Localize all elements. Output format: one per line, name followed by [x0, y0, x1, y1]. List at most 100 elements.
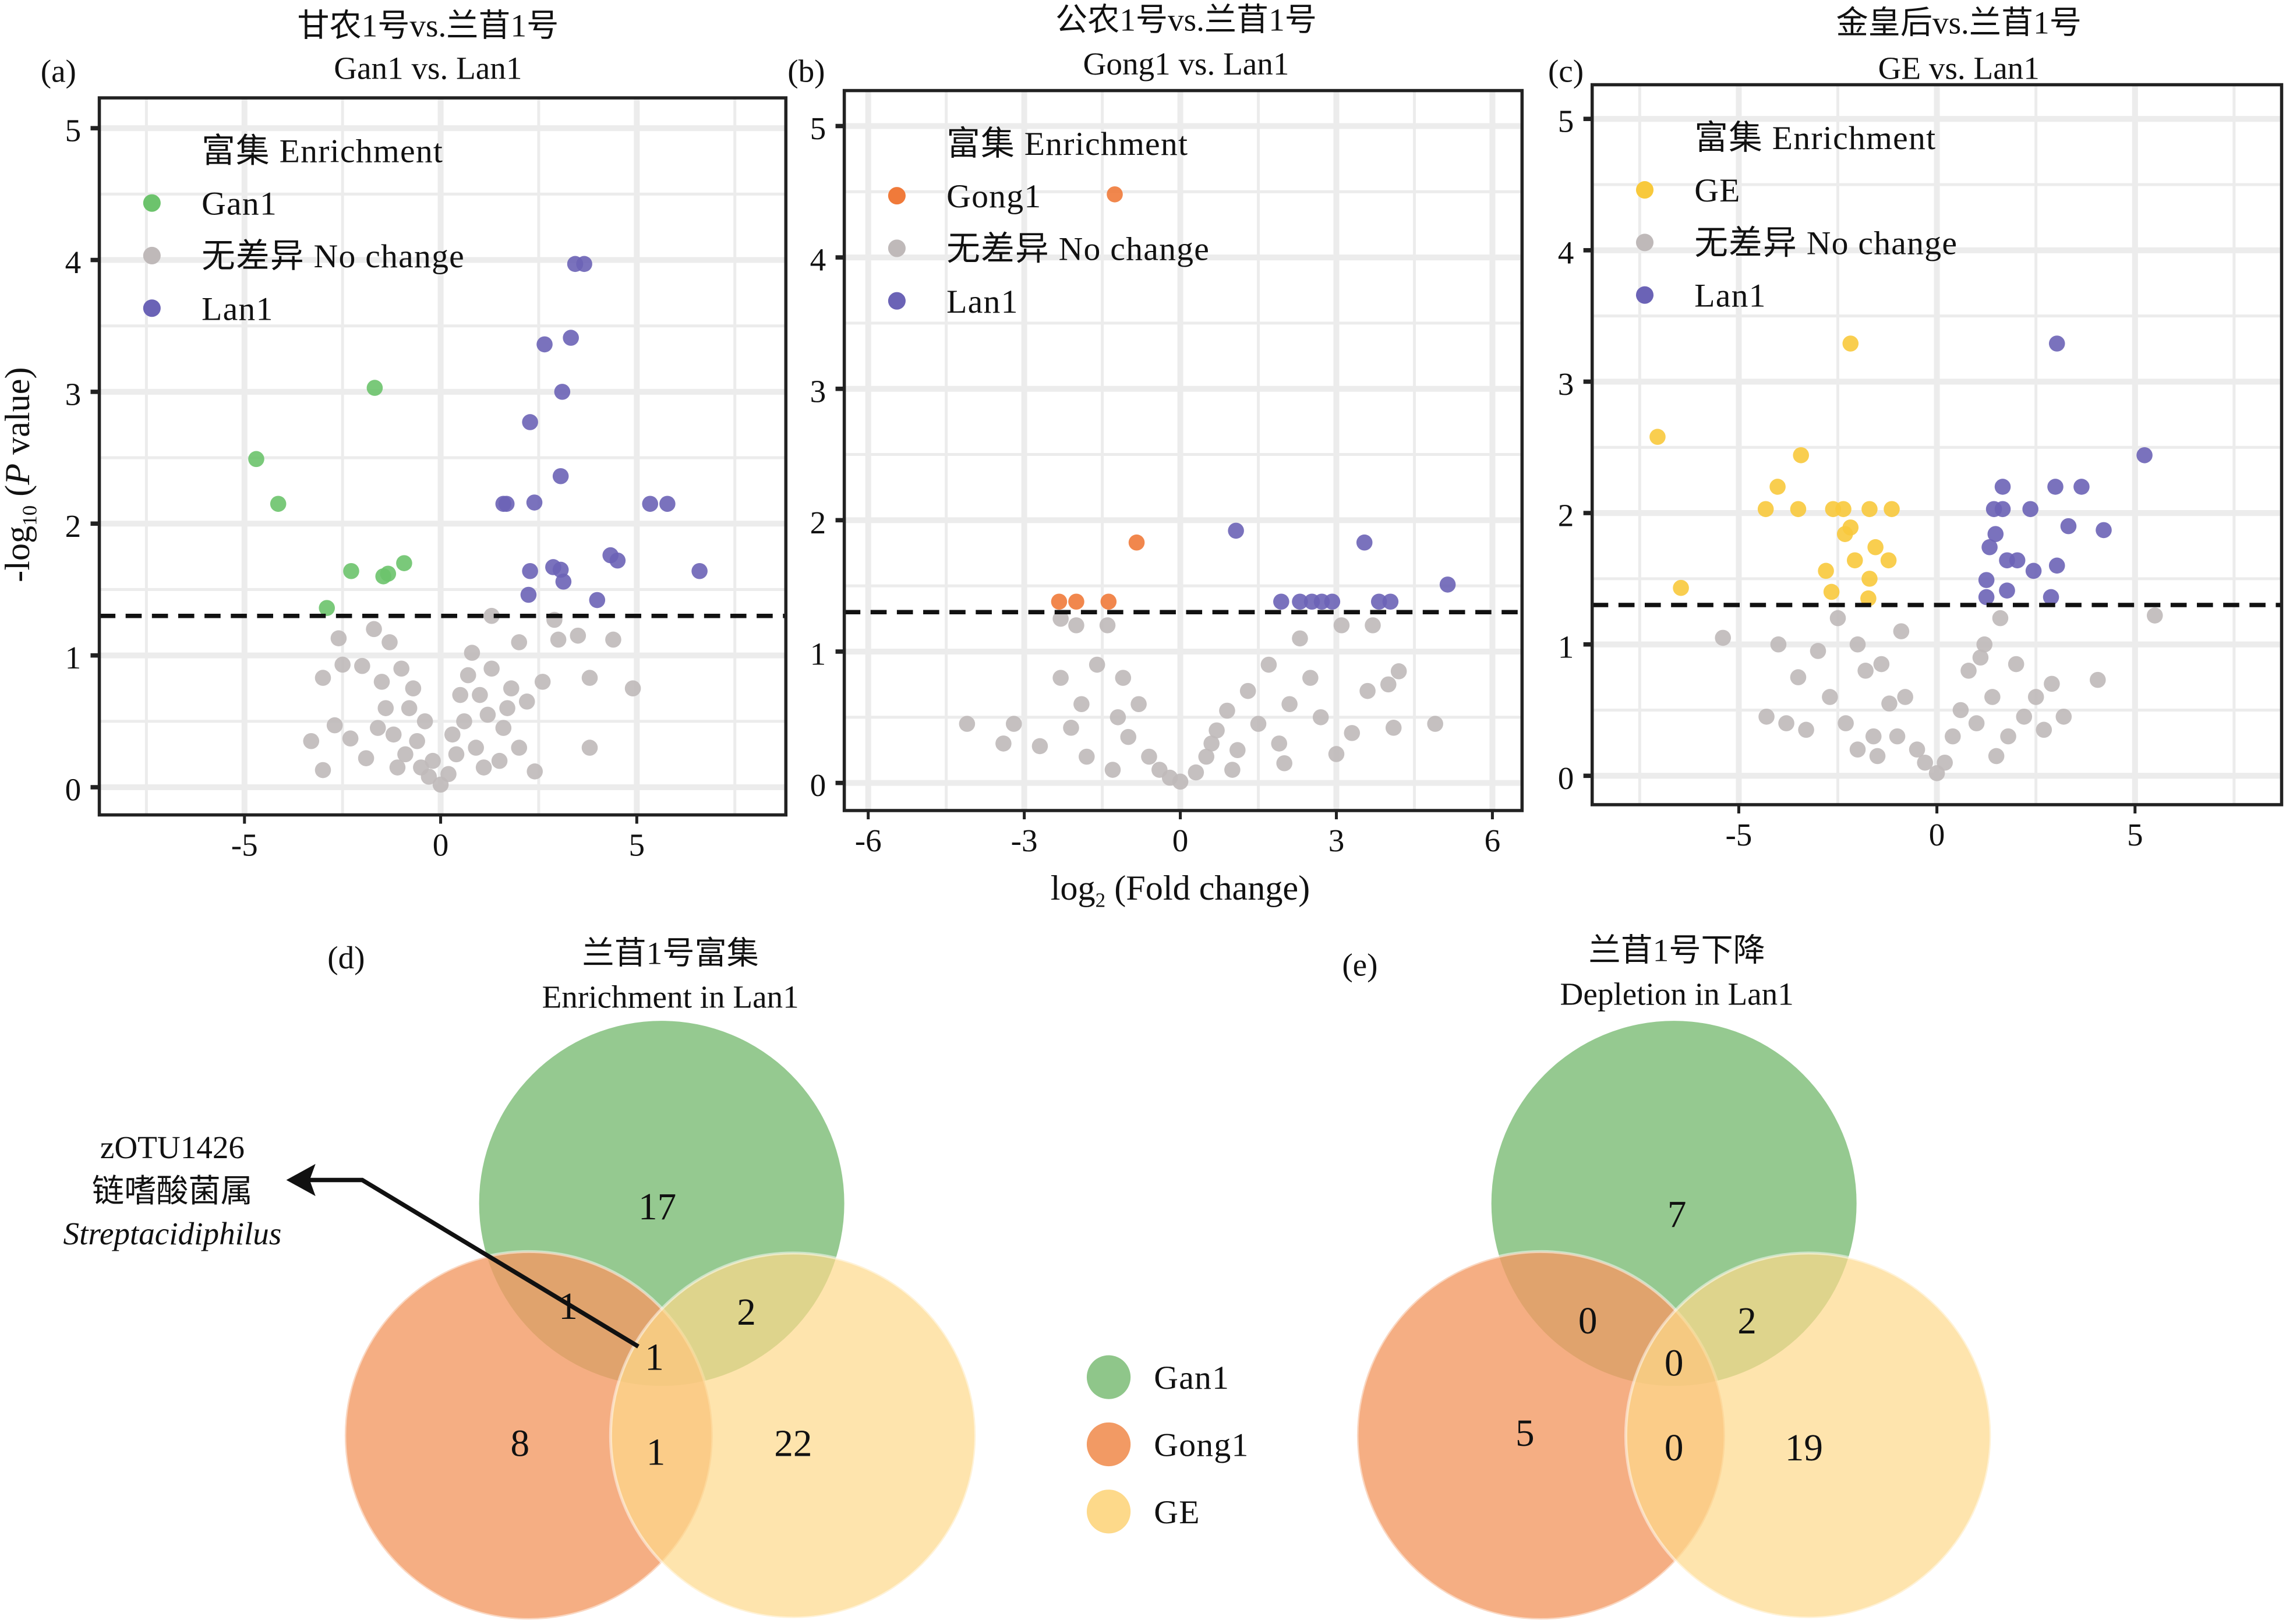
data-point [366, 621, 382, 638]
data-point [550, 631, 567, 648]
data-point [1052, 610, 1069, 627]
data-point [369, 720, 386, 736]
data-point [1099, 617, 1116, 634]
data-point [330, 630, 347, 646]
volcano-plots: -5 0 5 0 1 2 3 4 5 甘农1号vs.兰苜1号 Gan1 vs. Lan1 (a) 富集 … [41, 2, 2284, 863]
data-point [563, 330, 579, 346]
data-point [1273, 593, 1289, 610]
venn-count-gong1-only: 8 [511, 1423, 530, 1465]
data-point [534, 674, 551, 690]
data-point [1978, 572, 1995, 588]
data-point [334, 656, 351, 673]
data-point [483, 607, 500, 624]
data-point [1229, 742, 1246, 758]
data-point [425, 752, 441, 769]
legend-entry: Lan1 [1694, 278, 1766, 314]
venn-count-gan1-ge: 2 [1737, 1300, 1757, 1342]
data-point [1909, 741, 1925, 758]
data-point [1439, 576, 1456, 593]
data-point [2036, 721, 2052, 738]
data-point [1365, 617, 1381, 634]
y-tick-label: 1 [1558, 629, 1574, 664]
data-point [303, 733, 320, 749]
data-point [409, 733, 425, 749]
data-point [1073, 696, 1090, 713]
venn-count-gan1-only: 7 [1667, 1194, 1687, 1236]
data-point [1328, 746, 1345, 762]
annotation-arrow-line [306, 1177, 639, 1349]
data-point [1324, 593, 1341, 610]
y-tick-label: 0 [1558, 760, 1574, 796]
data-point [1172, 773, 1189, 790]
venn-count-ge-only: 22 [774, 1423, 812, 1465]
data-point [1333, 617, 1350, 634]
venn-circle-ge [609, 1251, 977, 1620]
data-point [1051, 593, 1068, 610]
data-point [2009, 552, 2026, 569]
data-point [1120, 728, 1137, 745]
venn-count-ge-only: 19 [1785, 1427, 1823, 1469]
data-point [511, 634, 528, 650]
data-point [1793, 447, 1810, 464]
data-point [1380, 676, 1397, 693]
data-point [1079, 748, 1095, 765]
data-point [1897, 689, 1913, 705]
legend-entry: Gan1 [202, 186, 277, 222]
y-tick-label: 4 [810, 242, 826, 278]
data-point [2025, 562, 2042, 579]
data-point [1873, 656, 1890, 673]
data-point [495, 720, 512, 736]
data-point [1203, 735, 1220, 752]
data-point [552, 468, 569, 484]
data-point [1250, 716, 1267, 732]
data-point [1994, 501, 2011, 518]
panel-title-cn: 金皇后vs.兰苜1号 [1836, 5, 2082, 41]
y-axis-label: -log10 (P value) [0, 367, 41, 582]
x-tick-label: -5 [231, 827, 258, 863]
data-point [1370, 593, 1387, 610]
data-point [1987, 526, 2004, 542]
data-point [1849, 636, 1866, 653]
data-point [373, 674, 390, 690]
legend-entry: Gong1 [946, 178, 1041, 215]
panel-label: (c) [1548, 54, 1584, 89]
legend-dot [1635, 286, 1654, 304]
venn-circle-ge [1624, 1251, 1992, 1620]
data-point [2027, 689, 2044, 705]
volcano-panel-b: -6 -3 0 3 6 0 1 2 3 4 5 公农1号vs.兰苜1号 Gong1 vs. Lan1 (b… [787, 2, 1524, 858]
data-point [377, 700, 394, 716]
data-point [491, 752, 508, 769]
data-point [479, 706, 496, 723]
data-point [1960, 663, 1977, 679]
panel-title: Gong1 vs. Lan1 [1083, 46, 1289, 82]
data-point [1260, 656, 1277, 673]
venn-legend-swatch [1086, 1422, 1131, 1467]
data-point [1198, 748, 1215, 765]
legend-dot [143, 299, 161, 317]
data-point [1849, 741, 1866, 758]
data-point [1063, 720, 1079, 736]
legend-title: 富集 Enrichment [202, 133, 443, 169]
data-point [1861, 571, 1878, 587]
data-point [456, 713, 472, 730]
data-point [1937, 754, 1953, 771]
annotation-genus: Streptacidiphilus [63, 1216, 282, 1251]
data-point [1141, 748, 1157, 765]
data-point [389, 759, 406, 776]
x-tick-label: -3 [1011, 823, 1038, 858]
data-point [1810, 643, 1826, 659]
data-point [1390, 663, 1407, 680]
x-tick-label: 5 [629, 827, 645, 863]
venn-legend-label: Gong1 [1154, 1427, 1249, 1464]
arrowhead-icon [286, 1163, 316, 1197]
data-point [1068, 593, 1084, 610]
data-point [1312, 709, 1329, 726]
data-point [691, 562, 708, 579]
data-point [659, 496, 676, 512]
data-point [554, 384, 571, 400]
data-point [401, 700, 418, 716]
data-point [1798, 721, 1814, 738]
x-tick-label: 6 [1485, 823, 1501, 858]
data-point [1994, 479, 2011, 495]
data-point [1359, 682, 1376, 699]
